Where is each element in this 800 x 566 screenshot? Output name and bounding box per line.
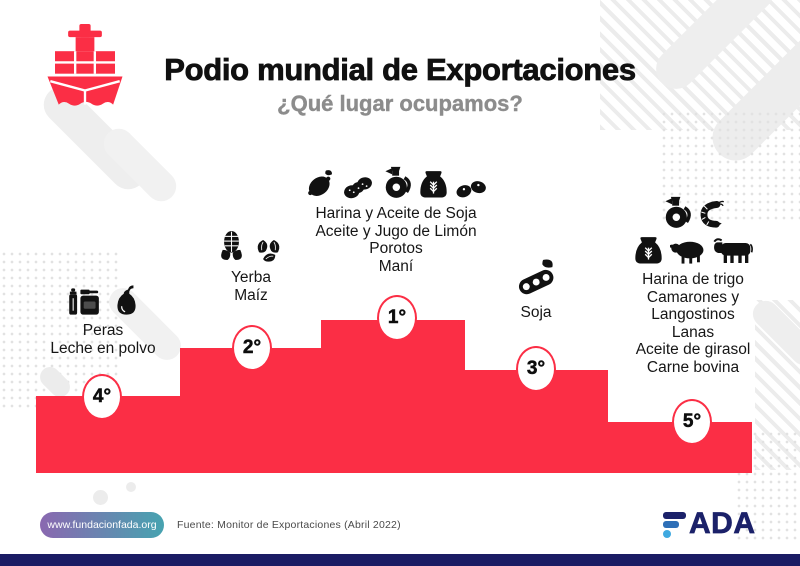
podium-group-4: Peras Leche en polvo <box>23 284 183 357</box>
rank-badge-1: 1° <box>377 295 417 341</box>
podium-group-1: Harina y Aceite de Soja Aceite y Jugo de … <box>291 166 501 275</box>
rank-label: 5° <box>682 411 702 433</box>
product-labels: Soja <box>520 304 551 322</box>
product-label: Peras <box>82 322 124 339</box>
rank-label: 4° <box>92 386 112 408</box>
rank-badge-5: 5° <box>672 399 712 445</box>
rank-badge-3: 3° <box>516 346 556 392</box>
cow-icon <box>713 237 753 265</box>
podium-group-2: Yerba Maíz <box>176 230 326 304</box>
beans-icon <box>455 178 488 199</box>
product-icons <box>218 230 285 263</box>
product-icons <box>305 166 488 199</box>
product-label: Harina de trigo <box>642 271 744 288</box>
fada-logo: ADA <box>663 507 756 541</box>
product-label: Yerba <box>231 269 271 286</box>
podium-group-5: Harina de trigo Camarones y Langostinos Lan… <box>611 196 775 376</box>
product-label: Leche en polvo <box>50 339 156 357</box>
shrimp-icon <box>699 199 724 229</box>
website-label: www.fundacionfada.org <box>47 519 157 531</box>
product-label: Harina y Aceite de Soja <box>315 205 477 222</box>
product-label: Maíz <box>234 286 268 304</box>
bg-decoration <box>126 482 136 492</box>
peanut-icon <box>342 176 375 199</box>
pear-icon <box>114 284 139 316</box>
bottom-bar <box>0 554 800 566</box>
rank-badge-4: 4° <box>82 374 122 420</box>
page-title: Podio mundial de Exportaciones <box>164 52 637 88</box>
product-icons <box>516 258 556 298</box>
product-label: Camarones y <box>646 288 740 306</box>
page-subtitle: ¿Qué lugar ocupamos? <box>277 91 523 116</box>
flour-sack-icon <box>634 233 663 265</box>
product-labels: Harina y Aceite de Soja Aceite y Jugo de … <box>315 205 476 275</box>
yerba-icon <box>252 236 285 263</box>
lemon-icon <box>305 169 335 199</box>
product-label: Porotos <box>369 240 423 257</box>
rank-label: 3° <box>526 358 546 380</box>
sheep-icon <box>670 239 706 265</box>
product-label: Aceite y Jugo de Limón <box>315 222 477 240</box>
fada-logo-text: ADA <box>689 507 756 541</box>
website-pill[interactable]: www.fundacionfada.org <box>40 512 164 538</box>
product-label: Aceite de girasol <box>635 341 751 358</box>
rank-label: 2° <box>242 337 262 359</box>
product-label: Maní <box>378 257 414 275</box>
product-labels: Yerba Maíz <box>231 269 271 304</box>
podium-step-1 <box>321 320 465 473</box>
product-label: Soja <box>520 304 552 321</box>
product-labels: Peras Leche en polvo <box>50 322 155 357</box>
oil-jug-icon <box>662 196 692 229</box>
corn-icon <box>218 230 245 263</box>
product-label: Lanas <box>671 323 715 341</box>
podium-group-3: Soja <box>476 258 596 322</box>
bg-decoration <box>97 122 183 208</box>
source-text: Fuente: Monitor de Exportaciones (Abril … <box>177 519 401 531</box>
product-labels: Harina de trigo Camarones y Langostinos Lan… <box>636 271 751 376</box>
product-label: Langostinos <box>651 306 735 323</box>
milk-powder-icon <box>67 287 107 316</box>
product-icons <box>67 284 139 316</box>
flour-sack-icon <box>419 167 448 199</box>
rank-badge-2: 2° <box>232 325 272 371</box>
oil-jug-icon <box>382 166 412 199</box>
soybean-icon <box>516 258 556 298</box>
rank-label: 1° <box>387 307 407 329</box>
fada-f-icon <box>663 510 686 538</box>
product-icons <box>634 196 753 265</box>
bg-decoration <box>93 490 108 505</box>
product-label: Carne bovina <box>646 358 740 376</box>
